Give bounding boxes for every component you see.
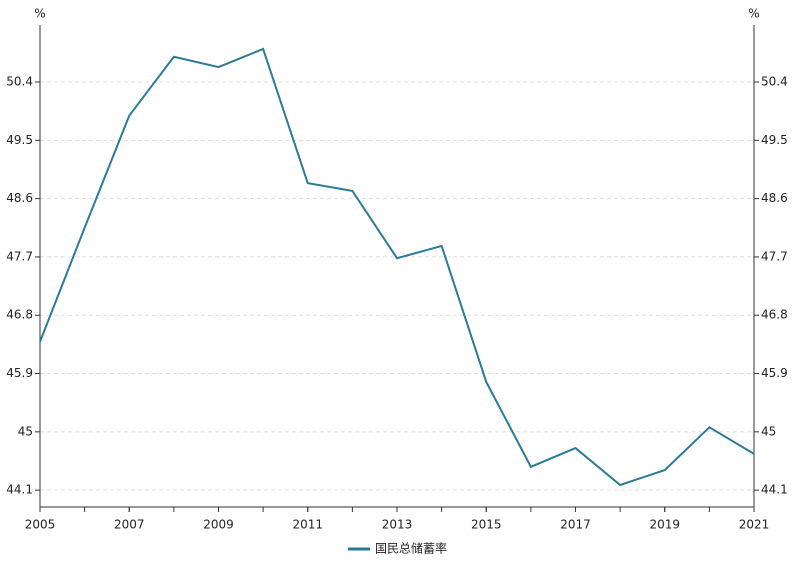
x-tick-label: 2013 bbox=[382, 518, 413, 532]
y2-tick-label: 47.7 bbox=[761, 249, 788, 263]
y-tick-label: 49.5 bbox=[6, 133, 33, 147]
y2-tick-label: 50.4 bbox=[761, 75, 788, 89]
y-tick-label: 44.1 bbox=[6, 483, 33, 497]
y2-tick-label: 45 bbox=[761, 424, 776, 438]
y2-tick-label: 44.1 bbox=[761, 483, 788, 497]
x-tick-label: 2021 bbox=[739, 518, 770, 532]
x-tick-label: 2017 bbox=[560, 518, 591, 532]
y-axis-unit: % bbox=[34, 7, 45, 21]
x-tick-label: 2009 bbox=[203, 518, 234, 532]
y-tick-label: 47.7 bbox=[6, 249, 33, 263]
line-series bbox=[39, 47, 755, 487]
legend-label: 国民总储蓄率 bbox=[375, 541, 447, 556]
y-tick-label: 46.8 bbox=[6, 308, 33, 322]
y2-tick-label: 49.5 bbox=[761, 133, 788, 147]
x-tick-label: 2011 bbox=[292, 518, 323, 532]
x-tick-label: 2005 bbox=[25, 518, 56, 532]
y2-tick-label: 45.9 bbox=[761, 366, 788, 380]
x-tick-label: 2019 bbox=[649, 518, 680, 532]
x-tick-label: 2015 bbox=[471, 518, 502, 532]
y2-axis-unit: % bbox=[748, 7, 759, 21]
y-tick-label: 50.4 bbox=[6, 75, 33, 89]
y2-tick-label: 46.8 bbox=[761, 308, 788, 322]
x-tick-label: 2007 bbox=[114, 518, 145, 532]
y-tick-label: 48.6 bbox=[6, 191, 33, 205]
y-tick-label: 45 bbox=[18, 424, 33, 438]
y2-tick-label: 48.6 bbox=[761, 191, 788, 205]
y-tick-label: 45.9 bbox=[6, 366, 33, 380]
